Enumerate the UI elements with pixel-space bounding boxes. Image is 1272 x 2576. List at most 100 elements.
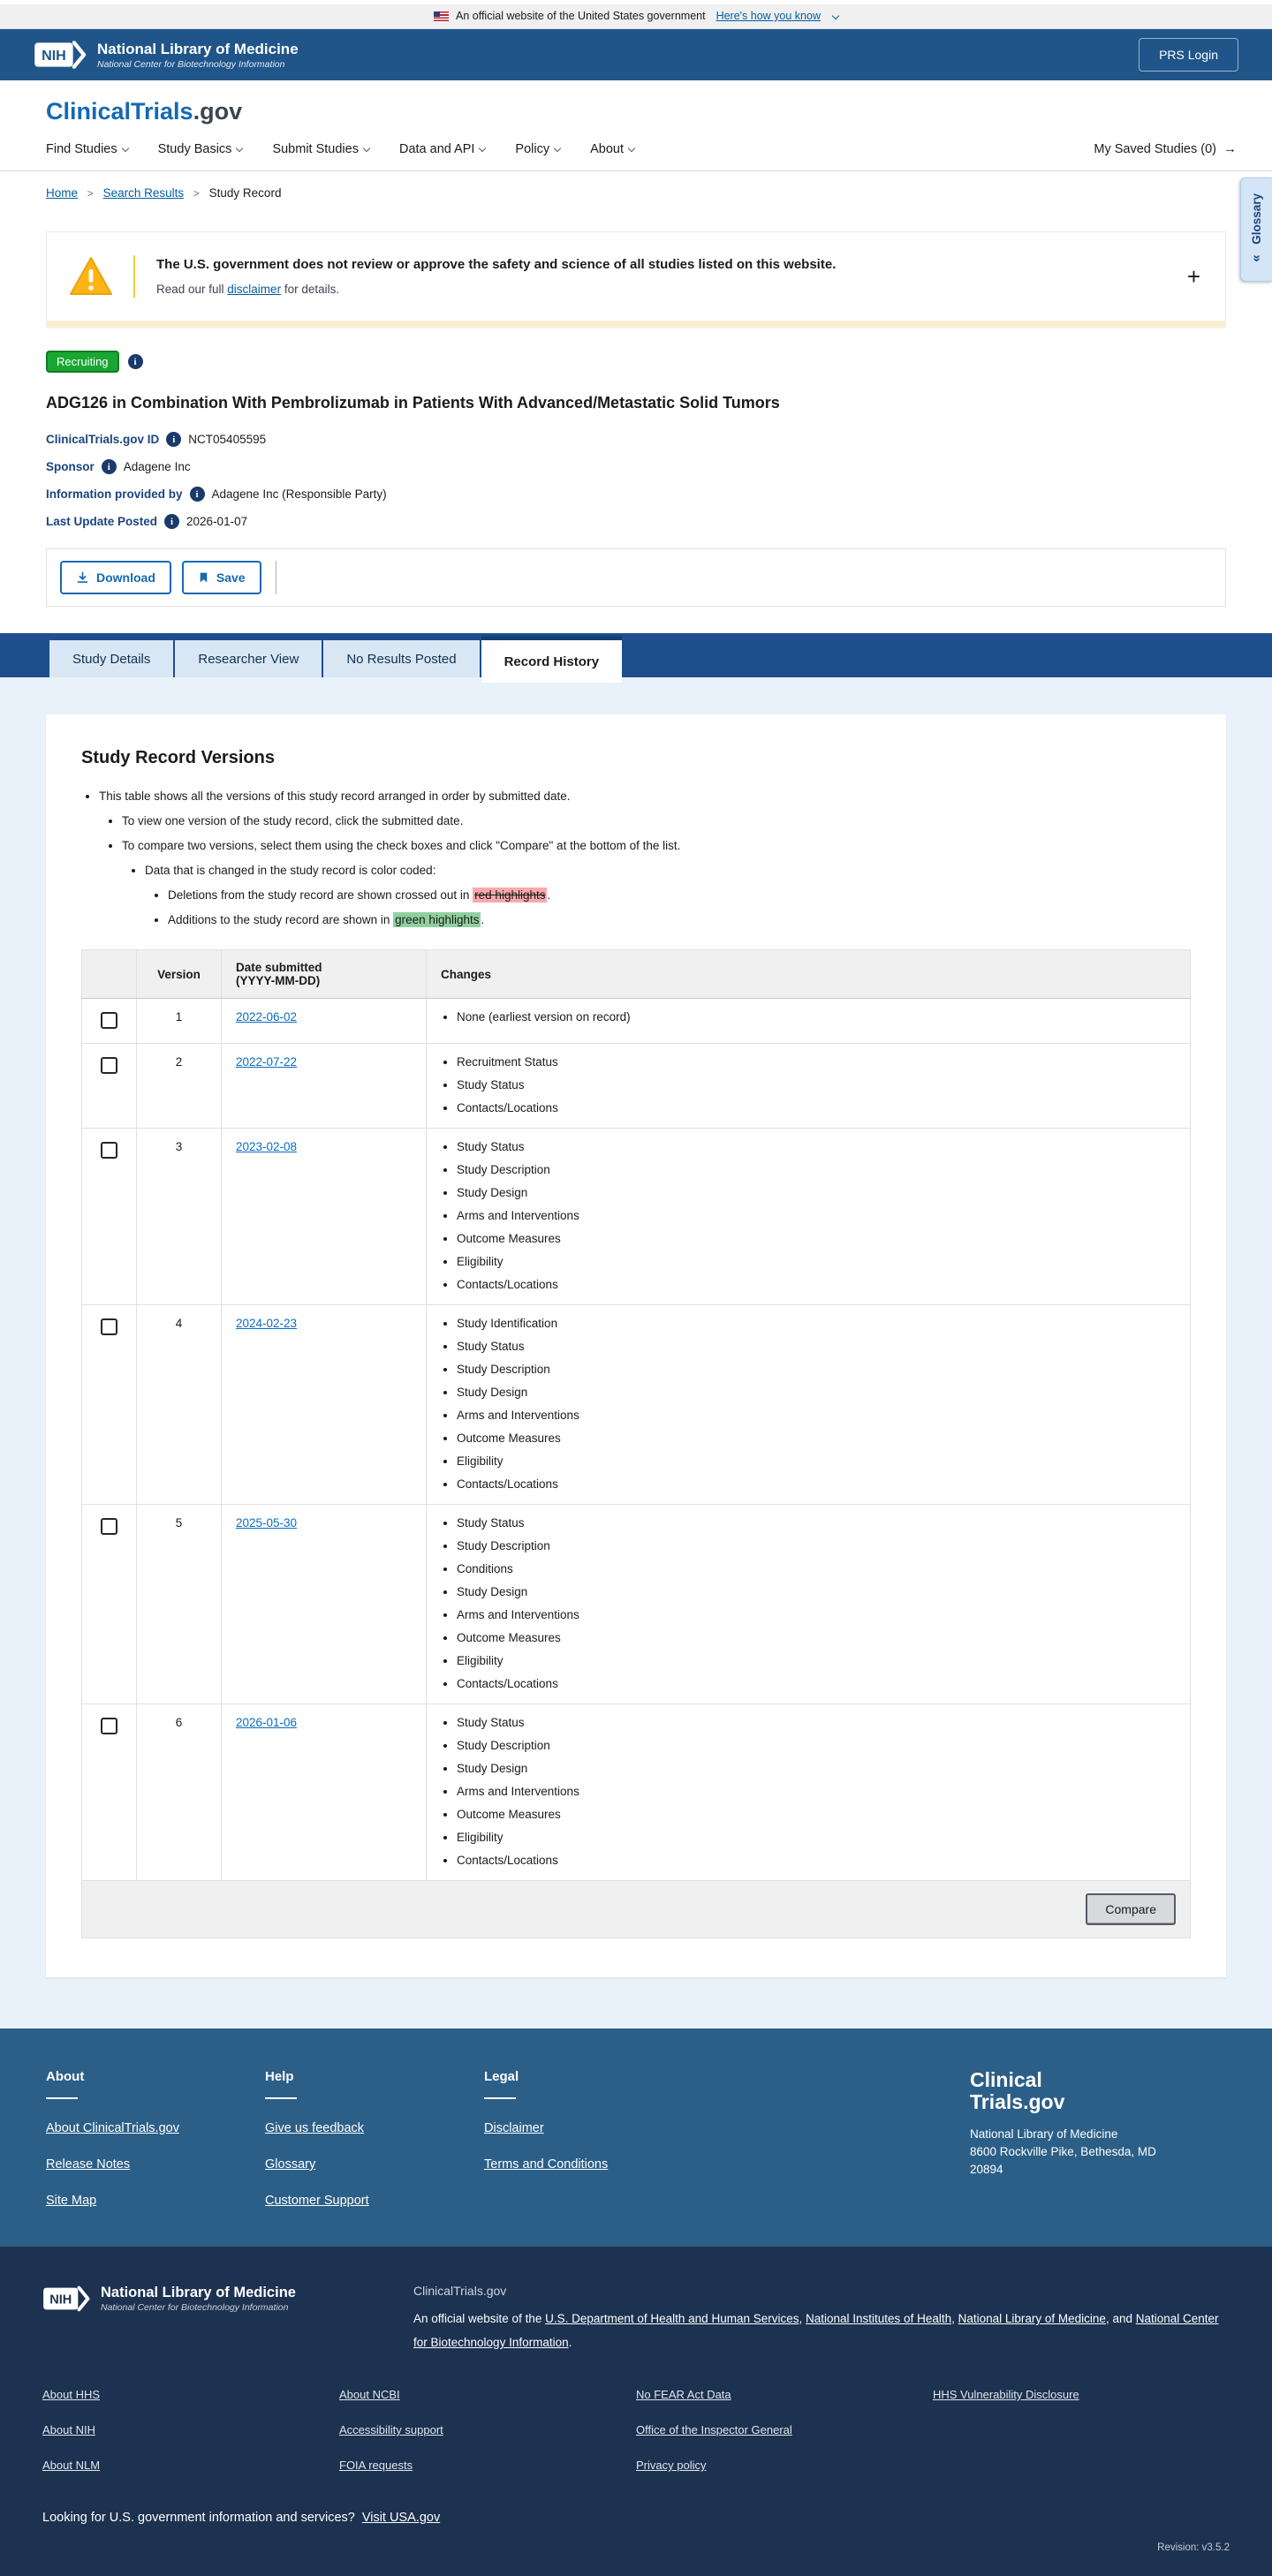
footer-logo-block: Clinical Trials.gov National Library of … [970,2069,1226,2208]
compare-button[interactable]: Compare [1086,1893,1176,1925]
study-fields: ClinicalTrials.gov ID i NCT05405595 Sponsor… [46,432,1226,529]
breadcrumb-home[interactable]: Home [46,186,79,200]
footer-link-glossary[interactable]: Glossary [265,2157,316,2172]
footer-link-foia-requests[interactable]: FOIA requests [339,2459,413,2472]
info-icon[interactable]: i [127,354,143,369]
footer-link-about-nlm[interactable]: About NLM [42,2459,101,2472]
date-link[interactable]: 2025-05-30 [236,1516,298,1530]
version-cell: 3 [136,1128,222,1305]
saved-label: My Saved Studies (0) [1094,141,1216,156]
glossary-side-tab[interactable]: Glossary « [1240,178,1272,282]
footer-link-customer-support[interactable]: Customer Support [265,2194,369,2208]
info-icon[interactable]: i [101,459,117,474]
info-icon[interactable]: i [166,432,182,447]
breadcrumb-search-results[interactable]: Search Results [102,186,185,200]
change-item: Conditions [457,1562,1176,1575]
footer-link-about-clinicaltrials-gov[interactable]: About ClinicalTrials.gov [46,2121,179,2135]
green-highlight-sample: green highlights [393,912,481,927]
date-link[interactable]: 2022-06-02 [236,1010,298,1024]
date-link[interactable]: 2024-02-23 [236,1317,298,1330]
date-link[interactable]: 2023-02-08 [236,1140,298,1153]
footer-link-terms-and-conditions[interactable]: Terms and Conditions [484,2157,609,2172]
version-cell: 5 [136,1504,222,1704]
visit-usa-gov-link[interactable]: Visit USA.gov [361,2511,441,2525]
official-link-national-library-of-medicine[interactable]: National Library of Medicine [958,2312,1106,2325]
field-value: NCT05405595 [188,433,267,446]
version-checkbox[interactable] [101,1718,117,1734]
changes-column-header: Changes [426,949,1191,999]
change-item: Contacts/Locations [457,1101,1176,1114]
official-link-national-institutes-of-health[interactable]: National Institutes of Health [806,2312,952,2325]
footer-link-about-hhs[interactable]: About HHS [42,2388,101,2401]
info-icon[interactable]: i [189,487,205,502]
footer-link-site-map[interactable]: Site Map [46,2194,97,2208]
field-label: Information provided by [46,487,183,501]
nav-item-about[interactable]: About [590,142,636,156]
footer-link-disclaimer[interactable]: Disclaimer [484,2121,544,2135]
changes-list: Study Status Study Description Study Desig… [441,1140,1176,1291]
change-item: Contacts/Locations [457,1854,1176,1867]
nav-item-find-studies[interactable]: Find Studies [46,142,129,156]
svg-text:NIH: NIH [42,48,66,64]
version-checkbox[interactable] [101,1518,117,1535]
intro-line: Data that is changed in the study record… [145,864,1191,927]
footer-link-privacy-policy[interactable]: Privacy policy [636,2459,707,2472]
date-link[interactable]: 2026-01-06 [236,1716,298,1729]
study-field-clinicaltrials-gov-id: ClinicalTrials.gov ID i NCT05405595 [46,432,1226,447]
tab-no-results-posted[interactable]: No Results Posted [323,640,480,677]
official-link-u-s-department-of-health-and-human-services[interactable]: U.S. Department of Health and Human Serv… [545,2312,799,2325]
footer-link-about-nih[interactable]: About NIH [42,2423,95,2436]
us-flag-icon [434,11,449,21]
footer-link-accessibility-support[interactable]: Accessibility support [339,2423,443,2436]
table-row-version-2: 2 2022-07-22 Recruitment Status Study Statu… [81,1043,1191,1129]
version-checkbox[interactable] [101,1318,117,1335]
nlm-footer-brand[interactable]: NIH National Library of Medicine Nationa… [42,2284,383,2354]
nlm-brand[interactable]: NIH National Library of Medicine Nationa… [34,38,299,72]
clinicaltrials-logo[interactable]: ClinicalTrials.gov [46,98,1237,125]
footer-link-about-ncbi[interactable]: About NCBI [339,2388,400,2401]
date-link[interactable]: 2022-07-22 [236,1055,298,1069]
footer-links-column: About NCBI Accessibility support FOIA requ… [339,2388,636,2472]
double-chevron-icon: « [1249,254,1264,263]
tab-study-details[interactable]: Study Details [49,640,174,677]
heres-how-you-know-link[interactable]: Here's how you know [716,10,821,22]
change-item: Study Design [457,1386,1176,1399]
official-link-national-center-for-biotechnology-information[interactable]: National Center for Biotechnology Inform… [413,2312,1219,2349]
heading-rule [46,2097,78,2099]
version-checkbox[interactable] [101,1012,117,1029]
nav-item-submit-studies[interactable]: Submit Studies [272,142,371,156]
expand-banner-button[interactable]: + [1186,262,1200,290]
tab-record-history[interactable]: Record History [481,636,623,683]
version-checkbox[interactable] [101,1142,117,1159]
version-checkbox[interactable] [101,1057,117,1074]
footer-column-heading: About [46,2069,85,2084]
footer-link-hhs-vulnerability-disclosure[interactable]: HHS Vulnerability Disclosure [933,2388,1079,2401]
footer-link-no-fear-act-data[interactable]: No FEAR Act Data [636,2388,731,2401]
heading-rule [484,2097,516,2099]
nav-item-data-and-api[interactable]: Data and API [399,142,487,156]
footer-link-release-notes[interactable]: Release Notes [46,2157,131,2172]
footer-link-give-us-feedback[interactable]: Give us feedback [265,2121,365,2135]
chevron-down-icon [236,144,244,152]
my-saved-studies-link[interactable]: My Saved Studies (0) → [1094,141,1237,156]
nav-item-policy[interactable]: Policy [515,142,562,156]
ncbi-subtitle: National Center for Biotechnology Inform… [97,58,285,70]
change-item: Contacts/Locations [457,1278,1176,1291]
version-cell: 1 [136,998,222,1044]
footer-link-office-of-the-inspector-general[interactable]: Office of the Inspector General [636,2423,792,2436]
save-button[interactable]: Save [181,561,261,594]
info-icon[interactable]: i [164,514,180,529]
nlm-footer: NIH National Library of Medicine Nationa… [0,2247,1272,2576]
download-button[interactable]: Download [60,561,171,594]
versions-table-body: 1 2022-06-02 None (earliest version on rec… [81,998,1191,1881]
change-item: Study Status [457,1516,1176,1530]
changes-list: Study Status Study Description Conditions S… [441,1516,1176,1690]
disclaimer-link[interactable]: disclaimer [227,283,282,296]
tab-researcher-view[interactable]: Researcher View [175,640,322,677]
nav-item-study-basics[interactable]: Study Basics [158,142,244,156]
prs-login-button[interactable]: PRS Login [1139,38,1238,72]
footer-column-help: Help Give us feedback Glossary Customer Sup… [265,2069,484,2208]
footer-address: National Library of Medicine 8600 Rockvi… [970,2127,1156,2177]
change-item: Study Description [457,1363,1176,1376]
change-item: Outcome Measures [457,1808,1176,1821]
